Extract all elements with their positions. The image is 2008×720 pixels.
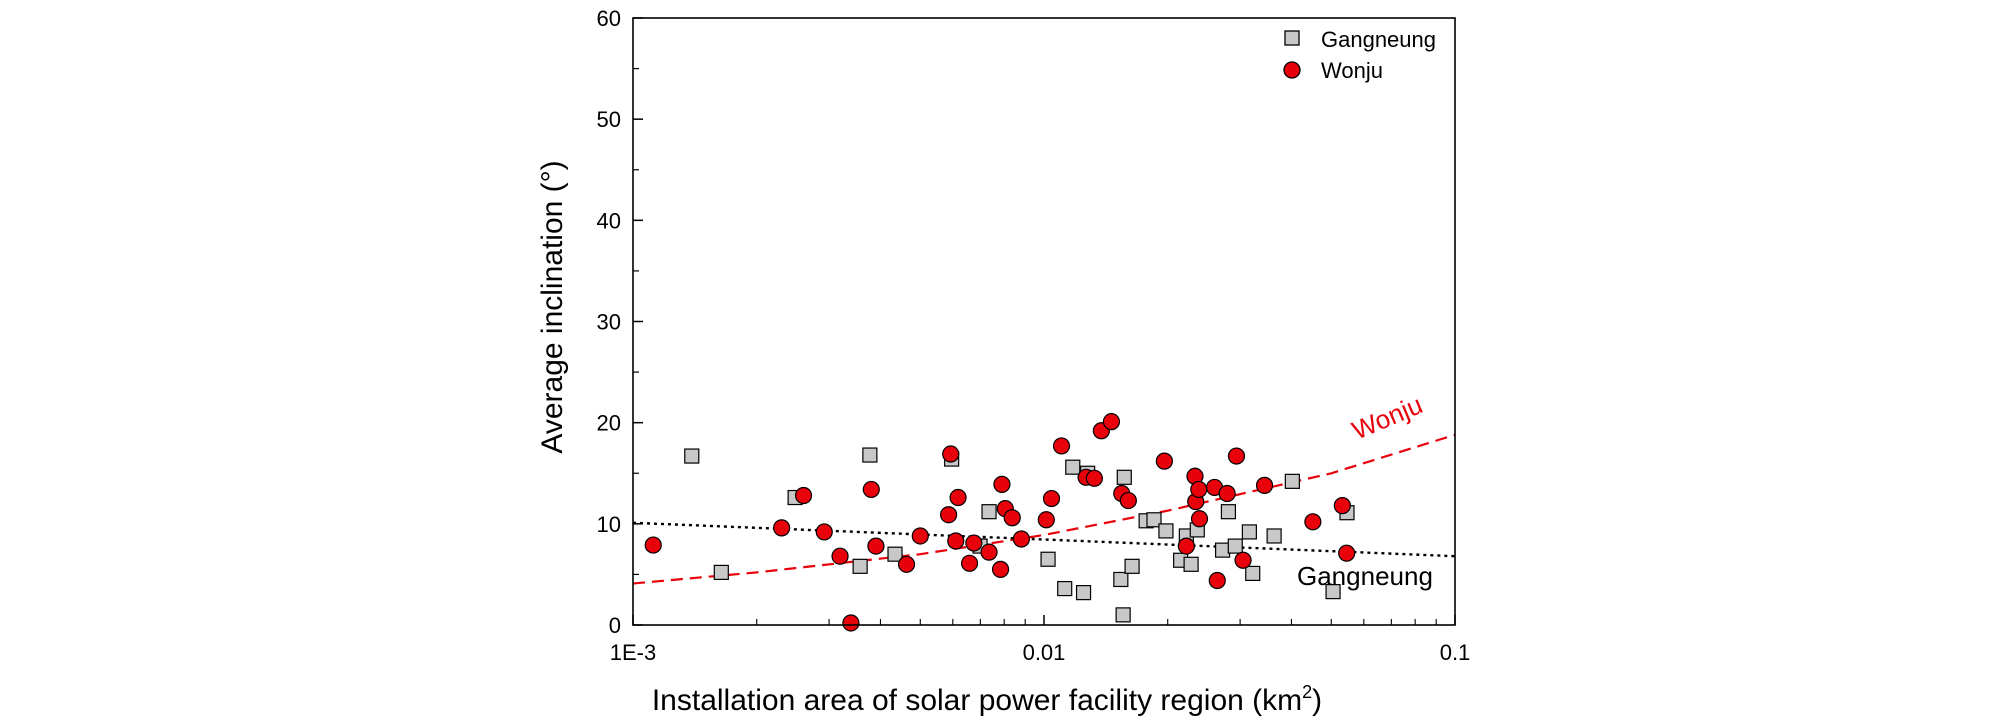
point-wonju [1234,551,1252,569]
point-wonju [1085,469,1103,487]
point-wonju [1119,491,1137,510]
point-gangneung [1220,504,1237,520]
x-axis-label-superscript: 2 [1302,682,1312,702]
y-tick-label: 20 [597,411,621,436]
point-gangneung [1146,512,1162,528]
point-wonju [993,475,1011,493]
point-wonju [644,536,662,554]
point-gangneung [1227,538,1243,554]
point-gangneung [1116,469,1132,485]
legend: Gangneung Wonju [1283,27,1436,83]
point-gangneung [1115,607,1131,623]
point-gangneung [1057,580,1073,597]
point-wonju [1003,509,1021,527]
point-wonju [1042,489,1061,508]
point-gangneung [1113,571,1129,588]
data-points [644,413,1356,632]
point-gangneung [684,448,700,464]
point-wonju [842,614,860,632]
y-tick-label: 0 [609,613,621,638]
point-wonju [1190,480,1208,499]
point-wonju [942,445,960,463]
point-wonju [1102,413,1121,431]
point-wonju [1218,484,1236,503]
legend-wonju-marker [1283,61,1301,79]
point-wonju [794,486,813,505]
legend-gangneung-marker [1284,30,1300,46]
point-wonju [960,554,979,572]
point-gangneung [981,504,997,520]
point-wonju [980,543,998,561]
fit-label-wonju: Wonju [1348,389,1427,445]
point-wonju [940,506,958,524]
point-gangneung [1284,473,1300,489]
point-wonju [1177,537,1195,555]
x-tick-label: 0.01 [1023,640,1066,665]
y-tick-label: 30 [597,310,621,335]
point-wonju [991,560,1010,578]
point-wonju [1012,530,1030,548]
x-tick-label: 0.1 [1440,640,1471,665]
y-tick-label: 50 [597,107,621,132]
y-tick-label: 40 [597,208,621,233]
fit-lines [632,433,1456,585]
fit-line-wonju [632,433,1456,585]
point-wonju [815,523,833,541]
x-axis-label-end: ) [1312,684,1322,717]
axis-ticks: 0 10 20 30 40 50 60 1E-3 0.01 0.1 [597,6,1471,665]
point-gangneung [1158,523,1174,539]
x-tick-label: 1E-3 [610,640,656,665]
point-gangneung [1325,584,1341,600]
point-wonju [831,547,849,565]
point-wonju [911,527,929,545]
point-wonju [1208,571,1226,590]
y-tick-label: 60 [597,6,621,31]
point-wonju [897,555,916,573]
x-axis-label-main: Installation area of solar power facilit… [652,684,1302,717]
point-gangneung [887,546,903,562]
legend-gangneung-label: Gangneung [1321,27,1436,52]
point-gangneung [852,558,868,574]
point-gangneung [1266,528,1282,544]
point-wonju [1304,513,1322,531]
point-gangneung [1245,565,1261,582]
point-gangneung [1241,524,1257,540]
point-wonju [965,534,983,552]
point-wonju [773,519,791,537]
point-wonju [867,537,885,555]
point-wonju [1338,544,1356,562]
point-wonju [1155,452,1173,470]
point-wonju [949,488,967,507]
point-gangneung [1183,556,1199,572]
point-gangneung [1215,542,1231,558]
y-axis-label: Average inclination (°) [536,160,569,453]
x-axis-label: Installation area of solar power facilit… [652,682,1322,717]
point-gangneung [1075,585,1092,601]
point-wonju [1190,510,1209,528]
fit-label-gangneung: Gangneung [1297,561,1433,591]
point-gangneung [1040,551,1056,567]
y-tick-label: 10 [597,512,621,537]
point-wonju [862,480,880,499]
point-wonju [1333,497,1351,515]
point-gangneung [713,564,729,580]
point-gangneung [1065,459,1081,475]
point-wonju [1037,511,1055,529]
point-wonju [1052,437,1071,455]
plot-frame [632,17,1456,626]
point-wonju [947,532,965,550]
legend-wonju-label: Wonju [1321,58,1383,83]
plot-area-border [632,17,1456,626]
point-wonju [1255,476,1274,494]
point-wonju [1227,447,1246,465]
point-gangneung [862,447,878,463]
point-gangneung [1124,558,1140,574]
